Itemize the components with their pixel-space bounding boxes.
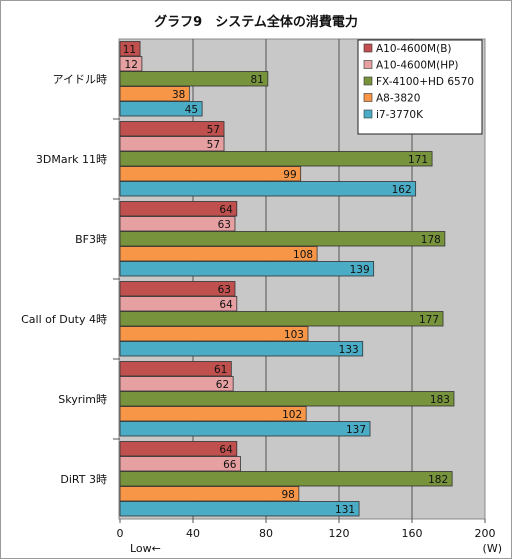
bar-value-label: 45 — [185, 104, 198, 116]
x-tick-label: 0 — [117, 527, 124, 540]
bar — [119, 421, 371, 437]
bar — [119, 341, 364, 357]
legend-swatch — [363, 93, 373, 102]
bar — [119, 231, 446, 247]
x-tick-label: 160 — [402, 527, 423, 540]
category-label: Skyrim時 — [58, 393, 107, 406]
bar — [119, 501, 360, 517]
x-axis-note: Low← — [130, 542, 161, 555]
legend-label: FX-4100+HD 6570 — [376, 76, 474, 88]
legend-swatch — [363, 109, 373, 119]
bar-value-label: 171 — [408, 154, 428, 166]
bar — [119, 246, 318, 262]
bar-value-label: 177 — [419, 314, 439, 326]
bar-value-label: 178 — [421, 234, 441, 246]
bar-value-label: 62 — [216, 379, 229, 391]
bar — [119, 216, 236, 232]
legend-label: A10-4600M(B) — [376, 43, 452, 55]
bar-value-label: 38 — [172, 89, 185, 101]
bar-value-label: 11 — [123, 44, 136, 56]
bar — [119, 151, 433, 167]
category-labels: アイドル時 3DMark 11時 BF3時 Call of Duty 4時 Skyrim… — [21, 73, 107, 486]
category-label: Call of Duty 4時 — [21, 313, 107, 326]
bar-value-label: 57 — [207, 139, 220, 151]
bar — [119, 261, 375, 277]
bar — [119, 406, 307, 422]
bar — [119, 136, 225, 152]
bar — [119, 201, 238, 217]
category-label: BF3時 — [75, 233, 107, 246]
bar-value-label: 61 — [214, 364, 227, 376]
bar-value-label: 162 — [392, 184, 412, 196]
bar — [119, 101, 203, 117]
bar — [119, 86, 190, 102]
x-tick-label: 120 — [329, 527, 350, 540]
bar-value-label: 81 — [250, 74, 263, 86]
x-tick-labels: 0 40 80 120 160 200 — [117, 527, 496, 540]
bar-value-label: 137 — [346, 424, 366, 436]
x-tick-label: 80 — [259, 527, 273, 540]
legend-label: i7-3770K — [376, 109, 424, 121]
bar-value-label: 66 — [223, 459, 237, 471]
bar — [119, 56, 143, 72]
bar-value-label: 102 — [282, 409, 302, 421]
category-label: 3DMark 11時 — [36, 153, 107, 166]
bar-value-label: 133 — [339, 344, 359, 356]
bar-value-label: 131 — [335, 504, 355, 516]
bar-value-label: 63 — [218, 219, 231, 231]
bar-value-label: 103 — [284, 329, 304, 341]
x-tick-label: 200 — [475, 527, 496, 540]
bar-value-label: 12 — [125, 59, 138, 71]
category-label: アイドル時 — [53, 73, 107, 86]
bar — [119, 486, 300, 502]
legend-swatch — [363, 43, 373, 53]
bar — [119, 41, 141, 57]
bar-value-label: 98 — [281, 489, 294, 501]
bar — [119, 456, 241, 472]
bar — [119, 441, 238, 457]
bar — [119, 71, 269, 87]
bar-value-label: 64 — [219, 299, 233, 311]
category-label: DiRT 3時 — [60, 473, 107, 486]
bar-value-label: 63 — [218, 284, 231, 296]
bar-value-label: 183 — [430, 394, 450, 406]
legend-label: A10-4600M(HP) — [376, 60, 459, 72]
bar — [119, 296, 238, 312]
bar-value-label: 64 — [219, 444, 233, 456]
bar — [119, 391, 455, 407]
legend-label: A8-3820 — [376, 93, 420, 105]
bar — [119, 376, 234, 392]
bar — [119, 181, 417, 197]
legend-swatch — [363, 60, 373, 69]
bar — [119, 311, 444, 327]
bar — [119, 121, 225, 137]
x-axis-unit: (W) — [483, 542, 502, 555]
bar — [119, 166, 302, 182]
bar — [119, 471, 453, 487]
legend: A10-4600M(B) A10-4600M(HP) FX-4100+HD 6570… — [357, 39, 483, 135]
bar — [119, 361, 232, 377]
bar-value-label: 108 — [293, 249, 313, 261]
chart-title: グラフ9 システム全体の消費電力 — [154, 14, 358, 30]
x-tick-label: 40 — [186, 527, 200, 540]
bar — [119, 326, 309, 342]
bar-value-label: 139 — [350, 264, 370, 276]
bar-value-label: 182 — [428, 474, 448, 486]
legend-swatch — [363, 76, 373, 86]
bar — [119, 281, 236, 297]
bar-value-label: 64 — [219, 204, 233, 216]
legend-box — [357, 39, 483, 135]
bar-value-label: 57 — [207, 124, 220, 136]
bar-value-label: 99 — [283, 169, 296, 181]
